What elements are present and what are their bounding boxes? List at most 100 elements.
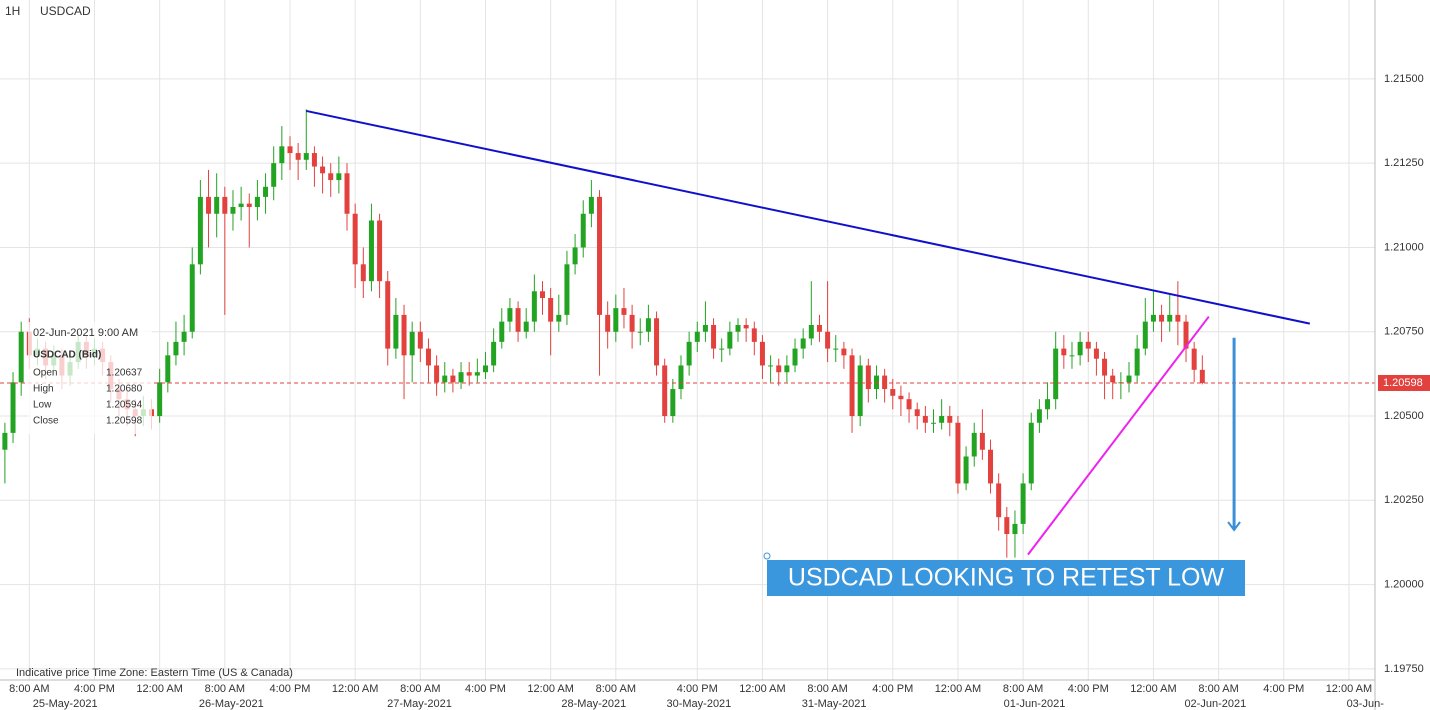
candle-body <box>873 375 879 390</box>
candle-body <box>328 173 334 181</box>
candle-body <box>825 331 831 349</box>
candle-body <box>189 264 195 332</box>
candle-body <box>303 153 309 160</box>
candle-body <box>352 213 358 265</box>
candle-body <box>1053 348 1059 400</box>
candle-body <box>979 432 985 450</box>
candle-body <box>157 382 163 417</box>
candle-body <box>246 203 252 208</box>
candle-body <box>540 291 546 299</box>
x-tick-label: 12:00 AM <box>935 683 981 695</box>
candle-body <box>1045 399 1051 410</box>
x-tick-label: 4:00 PM <box>465 683 506 695</box>
x-tick-label: 8:00 AM <box>1003 683 1043 695</box>
candle-body <box>678 365 684 390</box>
candle-body <box>988 449 994 484</box>
candle-body <box>311 153 317 167</box>
tooltip-value: 1.20680 <box>106 384 143 395</box>
candle-body <box>996 483 1002 518</box>
tooltip-value: 1.20598 <box>106 416 143 427</box>
candle-body <box>735 324 741 332</box>
candle-body <box>1093 348 1099 359</box>
candle-body <box>385 281 391 349</box>
candle-body <box>849 355 855 417</box>
symbol: USDCAD <box>40 4 91 18</box>
candle-body <box>360 264 366 282</box>
candle-body <box>10 382 16 433</box>
tooltip-time: 02-Jun-2021 9:00 AM <box>33 327 138 339</box>
candle-body <box>841 348 847 356</box>
candle-body <box>816 324 822 332</box>
date-label: 03-Jun- <box>1347 698 1385 710</box>
candle-body <box>711 324 717 349</box>
x-tick-label: 4:00 PM <box>1068 683 1109 695</box>
x-tick-label: 4:00 PM <box>74 683 115 695</box>
candle-body <box>1142 321 1148 349</box>
candle-body <box>531 291 537 322</box>
y-tick-label: 1.20000 <box>1384 578 1424 590</box>
candle-body <box>206 196 212 214</box>
x-tick-label: 12:00 AM <box>739 683 785 695</box>
candle-body <box>694 331 700 342</box>
candle-body <box>173 341 179 356</box>
candle-body <box>482 365 488 373</box>
candle-body <box>654 318 660 366</box>
candle-body <box>1077 341 1083 356</box>
candle-body <box>458 372 464 383</box>
trendline <box>306 109 1311 325</box>
candle-body <box>613 308 619 332</box>
tooltip-key: High <box>33 384 54 395</box>
x-tick-label: 4:00 PM <box>270 683 311 695</box>
tooltip: 02-Jun-2021 9:00 AM USDCAD (Bid) Open 1.206… <box>28 322 152 434</box>
annotation: USDCAD LOOKING TO RETEST LOW <box>788 564 1225 592</box>
candle-body <box>1036 409 1042 423</box>
candle-body <box>499 321 505 342</box>
candle-body <box>18 331 24 383</box>
candle-body <box>898 395 904 400</box>
trendline <box>1027 315 1210 556</box>
candle-body <box>254 196 260 208</box>
last-price-box <box>1378 374 1430 391</box>
candle-body <box>947 416 953 423</box>
date-label: 31-May-2021 <box>802 698 867 710</box>
candle-body <box>759 341 765 366</box>
candle-body <box>800 338 806 349</box>
x-tick-label: 8:00 AM <box>400 683 440 695</box>
candle-body <box>1004 517 1010 535</box>
x-tick-label: 12:00 AM <box>136 683 182 695</box>
tooltip-key: Open <box>33 368 57 379</box>
candle-body <box>1085 341 1091 349</box>
candle-body <box>238 203 244 208</box>
candle-body <box>548 298 554 322</box>
candle-body <box>629 314 635 332</box>
candle-body <box>523 321 529 332</box>
candle-body <box>882 375 888 390</box>
y-tick-label: 1.21500 <box>1384 73 1424 85</box>
x-tick-label: 8:00 AM <box>807 683 847 695</box>
candle-body <box>417 331 423 349</box>
candle-body <box>645 318 651 332</box>
x-tick-label: 12:00 AM <box>527 683 573 695</box>
y-tick-label: 1.19750 <box>1384 663 1424 675</box>
date-label: 30-May-2021 <box>666 698 731 710</box>
candle-body <box>662 365 668 417</box>
tooltip-value: 1.20594 <box>106 400 143 411</box>
candle-body <box>222 196 228 214</box>
date-label: 27-May-2021 <box>387 698 452 710</box>
candle-body <box>605 314 611 332</box>
candle-body <box>857 365 863 417</box>
y-tick-label: 1.20500 <box>1384 410 1424 422</box>
date-label: 02-Jun-2021 <box>1184 698 1246 710</box>
candle-body <box>287 146 293 154</box>
candle-body <box>1028 422 1034 484</box>
candle-body <box>336 173 342 181</box>
x-tick-label: 8:00 AM <box>596 683 636 695</box>
candle-body <box>597 196 603 315</box>
candle-body <box>279 146 285 164</box>
candle-body <box>368 220 374 282</box>
tooltip-value: 1.20637 <box>106 368 143 379</box>
candle-body <box>1150 314 1156 322</box>
candle-body <box>727 331 733 349</box>
